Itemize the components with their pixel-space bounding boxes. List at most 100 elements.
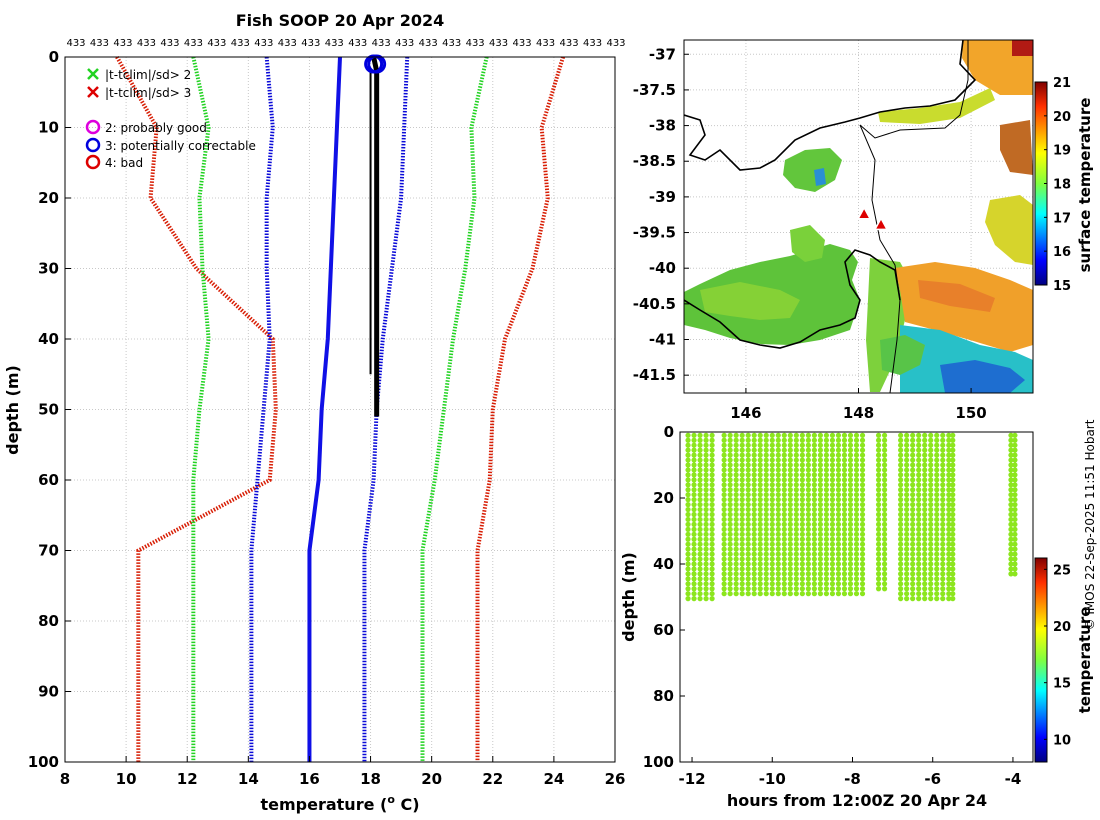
- time-point: [781, 462, 787, 468]
- time-point: [934, 571, 940, 577]
- time-point: [805, 576, 811, 582]
- time-point: [739, 546, 745, 552]
- time-point: [841, 506, 848, 513]
- time-point: [793, 432, 799, 438]
- time-point: [769, 497, 775, 503]
- time-point: [799, 576, 805, 582]
- time-point: [847, 526, 854, 532]
- map-ytick-label: -38: [649, 117, 676, 135]
- time-point: [1008, 432, 1014, 438]
- time-point: [916, 432, 922, 438]
- time-point: [769, 437, 775, 443]
- time-point: [751, 492, 757, 498]
- time-point: [940, 596, 946, 602]
- time-point: [904, 571, 910, 577]
- time-point: [1008, 526, 1014, 532]
- time-point: [847, 477, 854, 483]
- time-point: [757, 526, 763, 532]
- time-point: [685, 566, 691, 572]
- time-point: [775, 541, 781, 547]
- time-point: [799, 531, 805, 537]
- time-point: [829, 536, 836, 542]
- time-point: [904, 472, 910, 478]
- time-point: [805, 492, 811, 498]
- time-point: [763, 561, 769, 567]
- time-point: [817, 561, 823, 567]
- time-point: [805, 586, 811, 592]
- time-point: [934, 576, 940, 582]
- time-point: [1012, 442, 1018, 448]
- time-point: [859, 457, 866, 463]
- map-x-ticks: 146 148 150: [730, 388, 987, 422]
- time-point: [757, 581, 763, 587]
- time-point: [757, 477, 763, 483]
- time-point: [727, 556, 733, 562]
- time-point: [940, 571, 946, 577]
- time-point: [835, 521, 842, 528]
- time-point: [859, 526, 866, 532]
- time-point: [940, 457, 946, 463]
- legend-label: 4: bad: [105, 156, 143, 170]
- time-point: [745, 536, 751, 542]
- time-point: [950, 516, 956, 523]
- time-point: [685, 561, 691, 567]
- time-point: [881, 432, 888, 438]
- time-point: [763, 541, 769, 547]
- time-point: [733, 432, 739, 438]
- time-point: [745, 586, 751, 592]
- time-point: [922, 497, 928, 503]
- time-point: [829, 526, 836, 532]
- time-point: [733, 556, 739, 562]
- time-point: [811, 561, 817, 567]
- time-point: [751, 556, 757, 562]
- time-point: [928, 477, 934, 483]
- time-point: [922, 556, 928, 562]
- time-point: [853, 531, 860, 537]
- time-point: [751, 576, 757, 582]
- time-point: [811, 442, 817, 448]
- time-point: [805, 497, 811, 503]
- time-point: [835, 457, 842, 463]
- time-point: [853, 516, 860, 523]
- time-point: [775, 492, 781, 498]
- time-point: [793, 586, 799, 592]
- time-point: [916, 437, 922, 443]
- time-point: [763, 531, 769, 537]
- time-point: [703, 546, 709, 552]
- time-point: [703, 541, 709, 547]
- time-point: [910, 541, 916, 547]
- time-point: [946, 502, 952, 508]
- time-point: [1012, 482, 1018, 488]
- time-point: [775, 546, 781, 552]
- time-point: [859, 546, 866, 552]
- time-point: [799, 536, 805, 542]
- time-point: [946, 521, 952, 528]
- time-point: [799, 571, 805, 577]
- time-point: [1012, 477, 1018, 483]
- time-point: [875, 457, 882, 463]
- time-point: [823, 531, 830, 537]
- time-point: [916, 551, 922, 557]
- time-point: [841, 591, 848, 597]
- time-point: [703, 497, 709, 503]
- time-point: [709, 437, 715, 443]
- time-point: [805, 472, 811, 478]
- time-point: [847, 541, 854, 547]
- time-point: [1012, 531, 1018, 537]
- time-point: [751, 581, 757, 587]
- time-point: [739, 432, 745, 438]
- time-point: [727, 591, 733, 597]
- time-point: [950, 502, 956, 508]
- time-point: [769, 581, 775, 587]
- time-point: [799, 541, 805, 547]
- time-point: [922, 526, 928, 532]
- time-point: [835, 477, 842, 483]
- time-point: [727, 526, 733, 532]
- time-point: [781, 487, 787, 493]
- time-point: [875, 437, 882, 443]
- credit-text: © IMOS 22-Sep-2025 11:51 Hobart: [1083, 419, 1097, 630]
- time-point: [793, 511, 799, 518]
- time-point: [763, 457, 769, 463]
- time-point: [922, 487, 928, 493]
